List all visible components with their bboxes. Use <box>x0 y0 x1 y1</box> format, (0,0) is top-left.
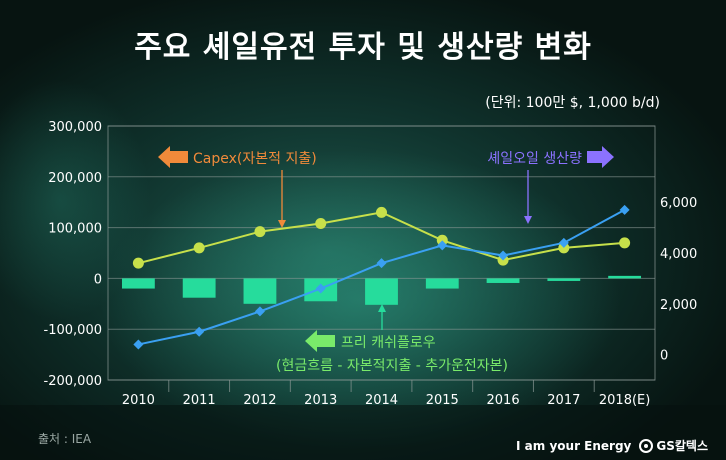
left-axis-tick-label: 100,000 <box>48 222 102 237</box>
company-name: GS칼텍스 <box>656 439 708 453</box>
x-axis-tick-label: 2011 <box>183 393 216 408</box>
capex-point <box>132 257 144 269</box>
production-arrow-icon <box>587 146 614 168</box>
left-axis-tick-label: 300,000 <box>48 120 102 135</box>
left-axis-tick-label: 200,000 <box>48 171 102 186</box>
fcf-bar <box>547 278 581 281</box>
capex-point <box>376 206 387 218</box>
capex-point <box>193 242 205 254</box>
x-axis-tick-label: 2014 <box>365 393 398 408</box>
production-point <box>376 258 387 269</box>
capex-line <box>138 211 625 265</box>
source-note: 출처 : IEA <box>38 432 92 446</box>
fcf-bar <box>608 275 642 279</box>
right-axis-tick-label: 2,000 <box>660 298 697 313</box>
brand-footer: I am your Energy GS칼텍스 <box>516 437 708 454</box>
production-point <box>437 240 448 251</box>
right-axis-tick-label: 6,000 <box>660 196 697 211</box>
production-label: 셰일오일 생산량 <box>487 151 582 167</box>
unit-note: (단위: 100만 $, 1,000 b/d) <box>485 95 660 111</box>
production-point <box>194 326 205 337</box>
chart-title: 주요 셰일유전 투자 및 생산량 변화 <box>134 30 592 65</box>
fcf-pointer-head-icon <box>378 304 386 312</box>
fcf-bar <box>121 278 155 289</box>
fcf-bar <box>243 278 277 304</box>
x-axis-tick-label: 2018(E) <box>599 393 650 408</box>
fcf-label: 프리 캐쉬플로우 <box>341 335 436 351</box>
right-axis-tick-label: 4,000 <box>660 247 697 262</box>
production-point <box>558 237 569 248</box>
x-axis-tick-label: 2015 <box>426 393 459 408</box>
x-axis-tick-label: 2013 <box>304 393 337 408</box>
capex-point <box>254 226 266 238</box>
brand-slogan: I am your Energy <box>516 438 632 453</box>
capex-point <box>315 218 327 230</box>
production-point <box>315 283 326 294</box>
left-axis-tick-label: -200,000 <box>44 374 102 389</box>
x-axis-tick-label: 2012 <box>243 393 276 408</box>
fcf-bar <box>182 278 216 298</box>
left-axis-tick-label: -100,000 <box>44 323 102 338</box>
production-point <box>254 306 265 317</box>
capex-point <box>436 234 448 246</box>
production-point <box>619 204 630 215</box>
fcf-sublabel: (현금흐름 - 자본적지출 - 추가운전자본) <box>276 358 508 374</box>
capex-arrow-icon <box>158 146 188 168</box>
capex-point <box>558 242 570 254</box>
x-axis-tick-label: 2017 <box>547 393 580 408</box>
fcf-bar <box>365 278 398 305</box>
x-axis-tick-label: 2016 <box>487 393 520 408</box>
production-pointer-head-icon <box>524 216 532 224</box>
fcf-bar <box>425 278 459 289</box>
fcf-arrow-icon <box>305 330 335 352</box>
right-axis-tick-label: 0 <box>660 349 668 364</box>
company-logo: GS칼텍스 <box>639 437 708 454</box>
fcf-bar <box>486 278 520 283</box>
production-point <box>498 250 509 261</box>
gs-logo-icon <box>639 438 654 453</box>
production-point <box>133 339 144 350</box>
capex-label: Capex(자본적 지출) <box>193 151 317 167</box>
capex-pointer-head-icon <box>278 220 286 228</box>
capex-point <box>619 237 631 249</box>
left-axis-tick-label: 0 <box>94 272 102 287</box>
x-axis-tick-label: 2010 <box>122 393 155 408</box>
